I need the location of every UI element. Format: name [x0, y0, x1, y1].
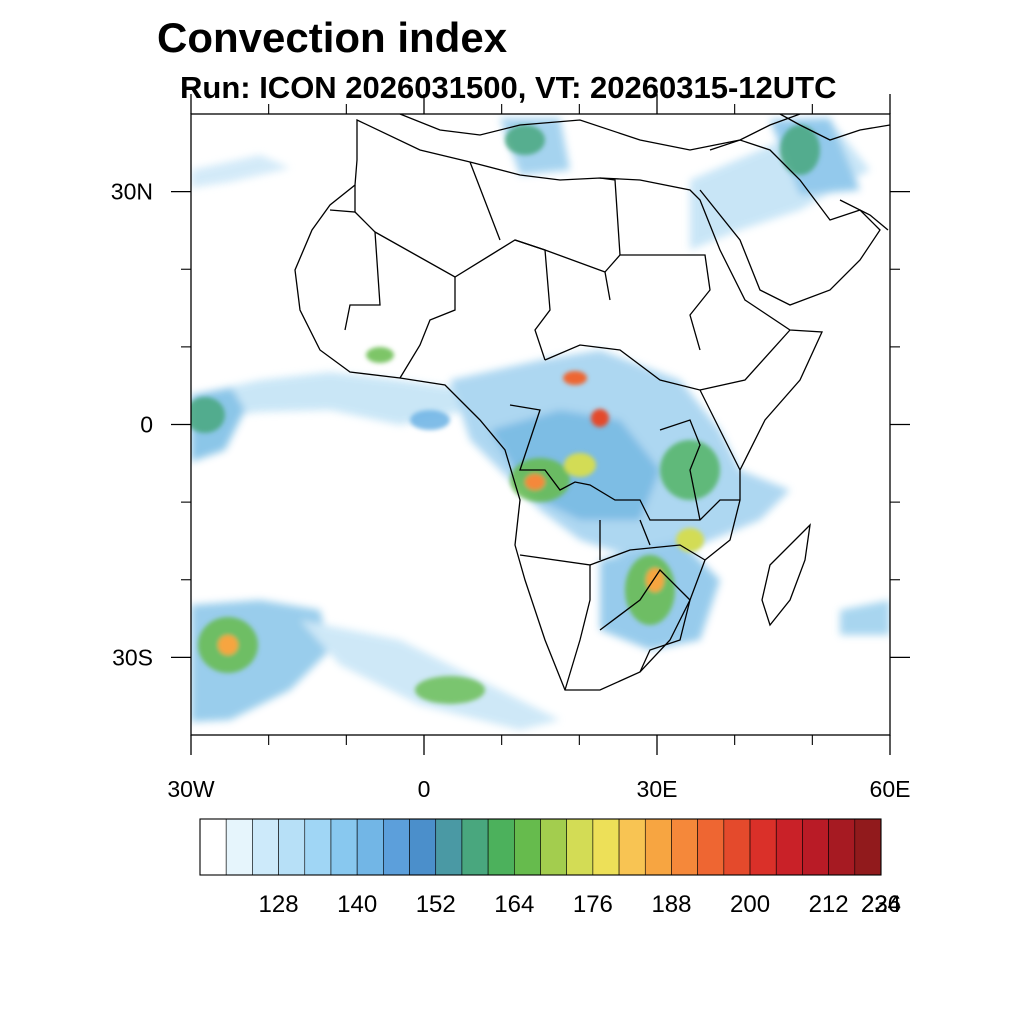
x-tick-label: 0 [418, 776, 431, 802]
colorbar-box [828, 818, 856, 876]
colorbar-box [514, 818, 541, 876]
colorbar-box [618, 818, 646, 876]
field-atlantic-band [191, 372, 470, 425]
colorbar-box [540, 818, 567, 876]
colorbar-box [383, 818, 410, 876]
colorbar-box [644, 818, 672, 876]
axis-ticks [171, 94, 910, 755]
colorbar-box [592, 818, 620, 876]
y-tick-label: 30S [112, 644, 153, 670]
x-tick-label: 30W [167, 776, 215, 802]
chart-subtitle: Run: ICON 2026031500, VT: 20260315-12UTC [180, 70, 837, 105]
colorbar-frame [199, 818, 882, 876]
arabia-coastline [699, 139, 881, 306]
colorbar-box [225, 818, 253, 876]
colorbar-label: 212 [809, 891, 849, 918]
colorbar-box [409, 818, 437, 876]
convection-field [191, 118, 890, 730]
colorbar-label: 224 [861, 891, 901, 918]
colorbar-box [199, 818, 227, 876]
colorbar-label: 152 [416, 891, 456, 918]
y-tick-label: 0 [140, 412, 153, 438]
colorbar-label: 236 [861, 891, 901, 918]
coastlines [294, 114, 890, 691]
colorbar-label: 128 [259, 891, 299, 918]
colorbar-label: 176 [573, 891, 613, 918]
colorbar-box [854, 818, 882, 876]
colorbar-box [461, 818, 489, 876]
y-tick-label: 30N [111, 179, 153, 205]
field-east-ocean [840, 600, 890, 635]
colorbar-box [749, 818, 777, 876]
colorbar-box [304, 818, 332, 876]
field-south-tail [300, 620, 560, 730]
colorbar-box [356, 818, 384, 876]
x-tick-label: 60E [870, 776, 911, 802]
colorbar-box [775, 818, 803, 876]
colorbar-box [566, 818, 594, 876]
colorbar-box [278, 818, 306, 876]
colorbar-box [671, 818, 698, 876]
colorbar-box [723, 818, 751, 876]
colorbar-label: 140 [337, 891, 377, 918]
colorbar-box [252, 818, 279, 876]
colorbar-label: 200 [730, 891, 770, 918]
map-area [191, 114, 890, 730]
colorbar-label: 164 [494, 891, 534, 918]
chart-title: Convection index [157, 14, 508, 61]
field-north-atlantic [191, 155, 290, 188]
country-borders [329, 161, 791, 691]
axis-labels: 30W 0 30E 60E 30N 0 30S [111, 179, 911, 802]
colorbar-box [697, 818, 725, 876]
gulf-coast [839, 199, 889, 231]
colorbar-box [802, 818, 829, 876]
colorbar-box [487, 818, 515, 876]
africa-coastline [294, 118, 823, 691]
colorbar-label: 188 [651, 891, 691, 918]
madagascar-coastline [761, 523, 811, 627]
colorbar-box [330, 818, 358, 876]
colorbar-box [435, 818, 463, 876]
convection-cores [191, 125, 820, 704]
mediterranean-north [399, 114, 801, 151]
x-tick-label: 30E [637, 776, 678, 802]
black-sea [779, 114, 890, 141]
